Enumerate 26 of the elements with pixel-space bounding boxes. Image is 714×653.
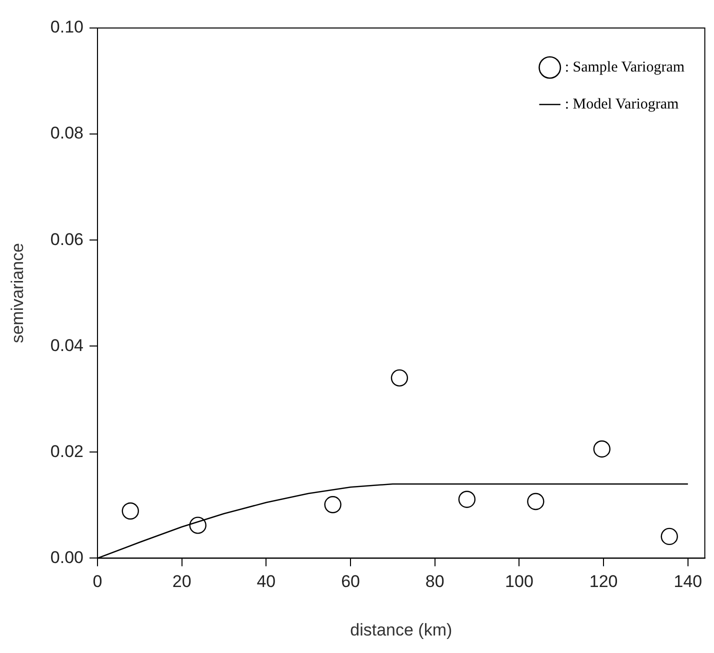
x-tick-label: 80 <box>425 572 444 592</box>
x-tick-label: 0 <box>92 572 102 592</box>
point <box>593 440 610 458</box>
y-tick-label: 0.10 <box>50 18 84 37</box>
legend-label: : Sample Variogram <box>564 59 685 76</box>
point <box>122 502 139 520</box>
y-tick-label: 0.08 <box>50 124 84 143</box>
point <box>189 516 206 534</box>
point <box>390 369 408 387</box>
point <box>324 496 342 514</box>
y-tick-label: 0.06 <box>50 230 84 249</box>
x-tick-label: 100 <box>505 572 534 592</box>
x-tick-label: 20 <box>172 572 192 592</box>
y-tick-label: 0.04 <box>50 336 84 355</box>
x-tick-label: 40 <box>256 572 276 592</box>
point <box>660 528 678 546</box>
point <box>458 490 476 508</box>
legend-label: : Model Variogram <box>564 96 680 112</box>
x-axis-title: distance (km) <box>350 620 452 640</box>
x-tick-label: 140 <box>674 572 702 592</box>
y-tick-label: 0.00 <box>50 548 84 567</box>
point <box>527 492 544 510</box>
x-tick-label: 60 <box>341 572 360 592</box>
y-tick-label: 0.02 <box>50 442 84 461</box>
y-axis-title: semivariance <box>8 243 27 344</box>
x-tick-label: 120 <box>589 572 618 592</box>
